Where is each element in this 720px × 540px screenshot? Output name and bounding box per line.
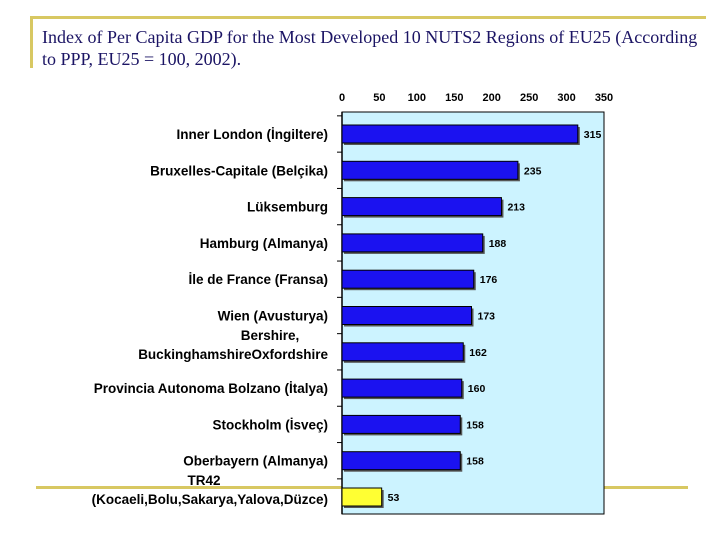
x-tick-label: 200 [483, 92, 501, 104]
x-tick-label: 50 [373, 92, 385, 104]
bar [341, 451, 461, 471]
bar [341, 124, 579, 144]
bar-highlight [341, 487, 383, 507]
bar [341, 197, 502, 217]
value-label: 213 [507, 202, 525, 214]
x-tick-label: 250 [520, 92, 538, 104]
bar [341, 233, 484, 253]
category-label: Stockholm (İsveç) [212, 417, 328, 432]
value-label: 173 [478, 311, 496, 323]
category-label: Oberbayern (Almanya) [183, 454, 328, 469]
category-label-line1: TR42 [187, 473, 220, 488]
category-label-line2: (Kocaeli,Bolu,Sakarya,Yalova,Düzce) [92, 492, 328, 507]
slide-frame-top [30, 16, 706, 19]
value-label: 53 [388, 492, 400, 504]
category-label: Lüksemburg [247, 200, 328, 215]
x-tick-label: 300 [557, 92, 575, 104]
bar [341, 414, 461, 434]
bar [341, 306, 473, 325]
x-tick-label: 350 [595, 92, 613, 104]
x-tick-label: 0 [339, 92, 345, 104]
category-label: Provincia Autonoma Bolzano (İtalya) [94, 381, 328, 396]
category-label-line1: Bershire, [241, 328, 300, 343]
page-title: Index of Per Capita GDP for the Most Dev… [42, 27, 698, 69]
bar [341, 160, 519, 180]
category-label: İle de France (Fransa) [188, 272, 328, 287]
category-label: Inner London (İngiltere) [177, 127, 329, 142]
category-label-line2: BuckinghamshireOxfordshire [138, 347, 328, 362]
bar [341, 269, 475, 289]
category-label: Hamburg (Almanya) [200, 236, 328, 251]
category-label: Wien (Avusturya) [218, 309, 328, 324]
bar [341, 342, 464, 362]
x-tick-label: 100 [408, 92, 426, 104]
value-label: 315 [584, 129, 602, 141]
category-label: Bruxelles-Capitale (Belçika) [150, 163, 328, 178]
bar [341, 378, 463, 398]
value-label: 160 [468, 383, 486, 395]
slide-frame-left [30, 16, 33, 68]
value-label: 176 [480, 274, 498, 286]
value-label: 235 [524, 165, 542, 177]
value-label: 162 [469, 347, 487, 359]
x-tick-label: 150 [445, 92, 463, 104]
value-label: 158 [466, 456, 484, 468]
value-label: 158 [466, 419, 484, 431]
value-label: 188 [489, 238, 507, 250]
